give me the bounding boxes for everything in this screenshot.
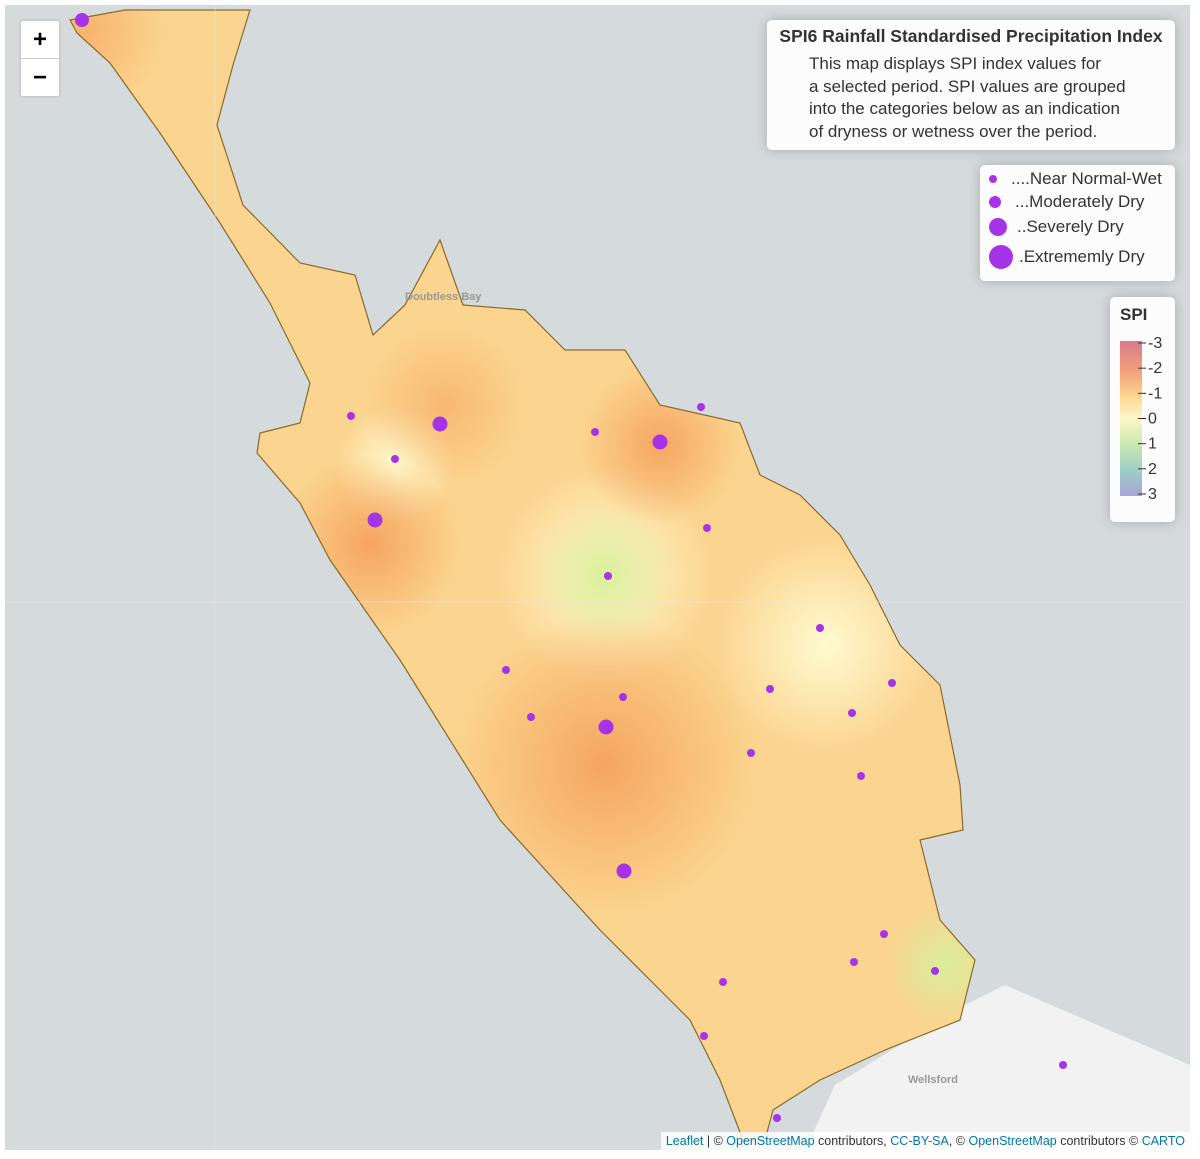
station[interactable]: [773, 1114, 781, 1122]
info-line: a selected period. SPI values are groupe…: [809, 76, 1126, 96]
legend-label: ...Moderately Dry: [1015, 192, 1145, 211]
link[interactable]: OpenStreetMap: [968, 1134, 1057, 1148]
scale-tick-label: 2: [1148, 461, 1157, 478]
scale-tick-label: -2: [1148, 360, 1162, 377]
scale-title: SPI: [1120, 305, 1148, 324]
station[interactable]: [347, 412, 355, 420]
link[interactable]: Leaflet: [665, 1134, 704, 1148]
zoom-control: + −: [19, 19, 61, 98]
legend-label: .Extrememly Dry: [1019, 247, 1145, 266]
scale-tick-label: 0: [1148, 411, 1157, 428]
station[interactable]: [700, 1032, 708, 1040]
land-outside: [805, 985, 1190, 1150]
info-line: This map displays SPI index values for: [809, 54, 1101, 73]
station[interactable]: [1059, 1061, 1067, 1069]
station[interactable]: [888, 679, 896, 687]
station[interactable]: [931, 967, 939, 975]
station[interactable]: [747, 749, 755, 757]
spi-scale: SPI -3 -2 -1 0 1 2 3: [1110, 297, 1175, 522]
zoom-in[interactable]: +: [32, 26, 47, 53]
station[interactable]: [75, 13, 89, 27]
info-line: into the categories below as an indicati…: [809, 99, 1120, 118]
station[interactable]: [391, 455, 399, 463]
place-label: Wellsford: [908, 1074, 958, 1086]
legend-row: ....Near Normal-Wet: [989, 169, 1162, 189]
scale-tick-label: 3: [1148, 486, 1157, 503]
info-line: of dryness or wetness over the period.: [809, 121, 1098, 141]
legend-dot: [989, 196, 1001, 208]
station[interactable]: [697, 403, 705, 411]
legend-dot: [989, 175, 997, 183]
category-legend: ....Near Normal-Wet ...Moderately Dry ..…: [980, 165, 1175, 281]
station[interactable]: [527, 713, 535, 721]
link[interactable]: CARTO: [1141, 1134, 1185, 1148]
stations: [75, 13, 1067, 1122]
legend-label: ..Severely Dry: [1017, 217, 1124, 236]
station[interactable]: [816, 624, 824, 632]
scale-tick-label: -1: [1148, 385, 1162, 402]
info-title: SPI6 Rainfall Standardised Precipitation…: [779, 26, 1163, 46]
station[interactable]: [616, 863, 632, 879]
text: | ©: [703, 1134, 727, 1148]
link[interactable]: OpenStreetMap: [726, 1134, 815, 1148]
legend-row: ...Moderately Dry: [989, 192, 1144, 212]
station[interactable]: [432, 416, 448, 432]
scale-tick-label: -3: [1148, 335, 1162, 352]
station[interactable]: [367, 512, 383, 528]
station[interactable]: [766, 685, 774, 693]
station[interactable]: [719, 978, 727, 986]
place-label: Doubtless Bay: [405, 291, 482, 303]
station[interactable]: [502, 666, 510, 674]
legend-dot: [989, 218, 1007, 236]
station[interactable]: [591, 428, 599, 436]
link[interactable]: CC-BY-SA: [890, 1134, 949, 1148]
legend-row: ..Severely Dry: [989, 217, 1124, 237]
info-body: This map displays SPI index values for a…: [767, 53, 1175, 143]
scale-bar: -3 -2 -1 0 1 2 3: [1120, 335, 1162, 503]
text: , ©: [948, 1134, 969, 1148]
station[interactable]: [652, 434, 668, 450]
station[interactable]: [880, 930, 888, 938]
station[interactable]: [604, 572, 612, 580]
legend-row: .Extrememly Dry: [989, 245, 1145, 269]
scale-tick-label: 1: [1148, 436, 1157, 453]
station[interactable]: [857, 772, 865, 780]
zoom-out[interactable]: −: [21, 58, 59, 96]
text: contributors,: [814, 1134, 891, 1148]
legend-label: ....Near Normal-Wet: [1011, 169, 1162, 188]
station[interactable]: [598, 719, 614, 735]
station[interactable]: [703, 524, 711, 532]
info-panel: SPI6 Rainfall Standardised Precipitation…: [767, 20, 1175, 150]
legend-dot: [989, 245, 1013, 269]
attribution: Leaflet | © OpenStreetMap contributors, …: [660, 1132, 1190, 1150]
station[interactable]: [850, 958, 858, 966]
station[interactable]: [619, 693, 627, 701]
text: contributors ©: [1056, 1134, 1142, 1148]
color-ramp: [1120, 341, 1142, 496]
station[interactable]: [848, 709, 856, 717]
